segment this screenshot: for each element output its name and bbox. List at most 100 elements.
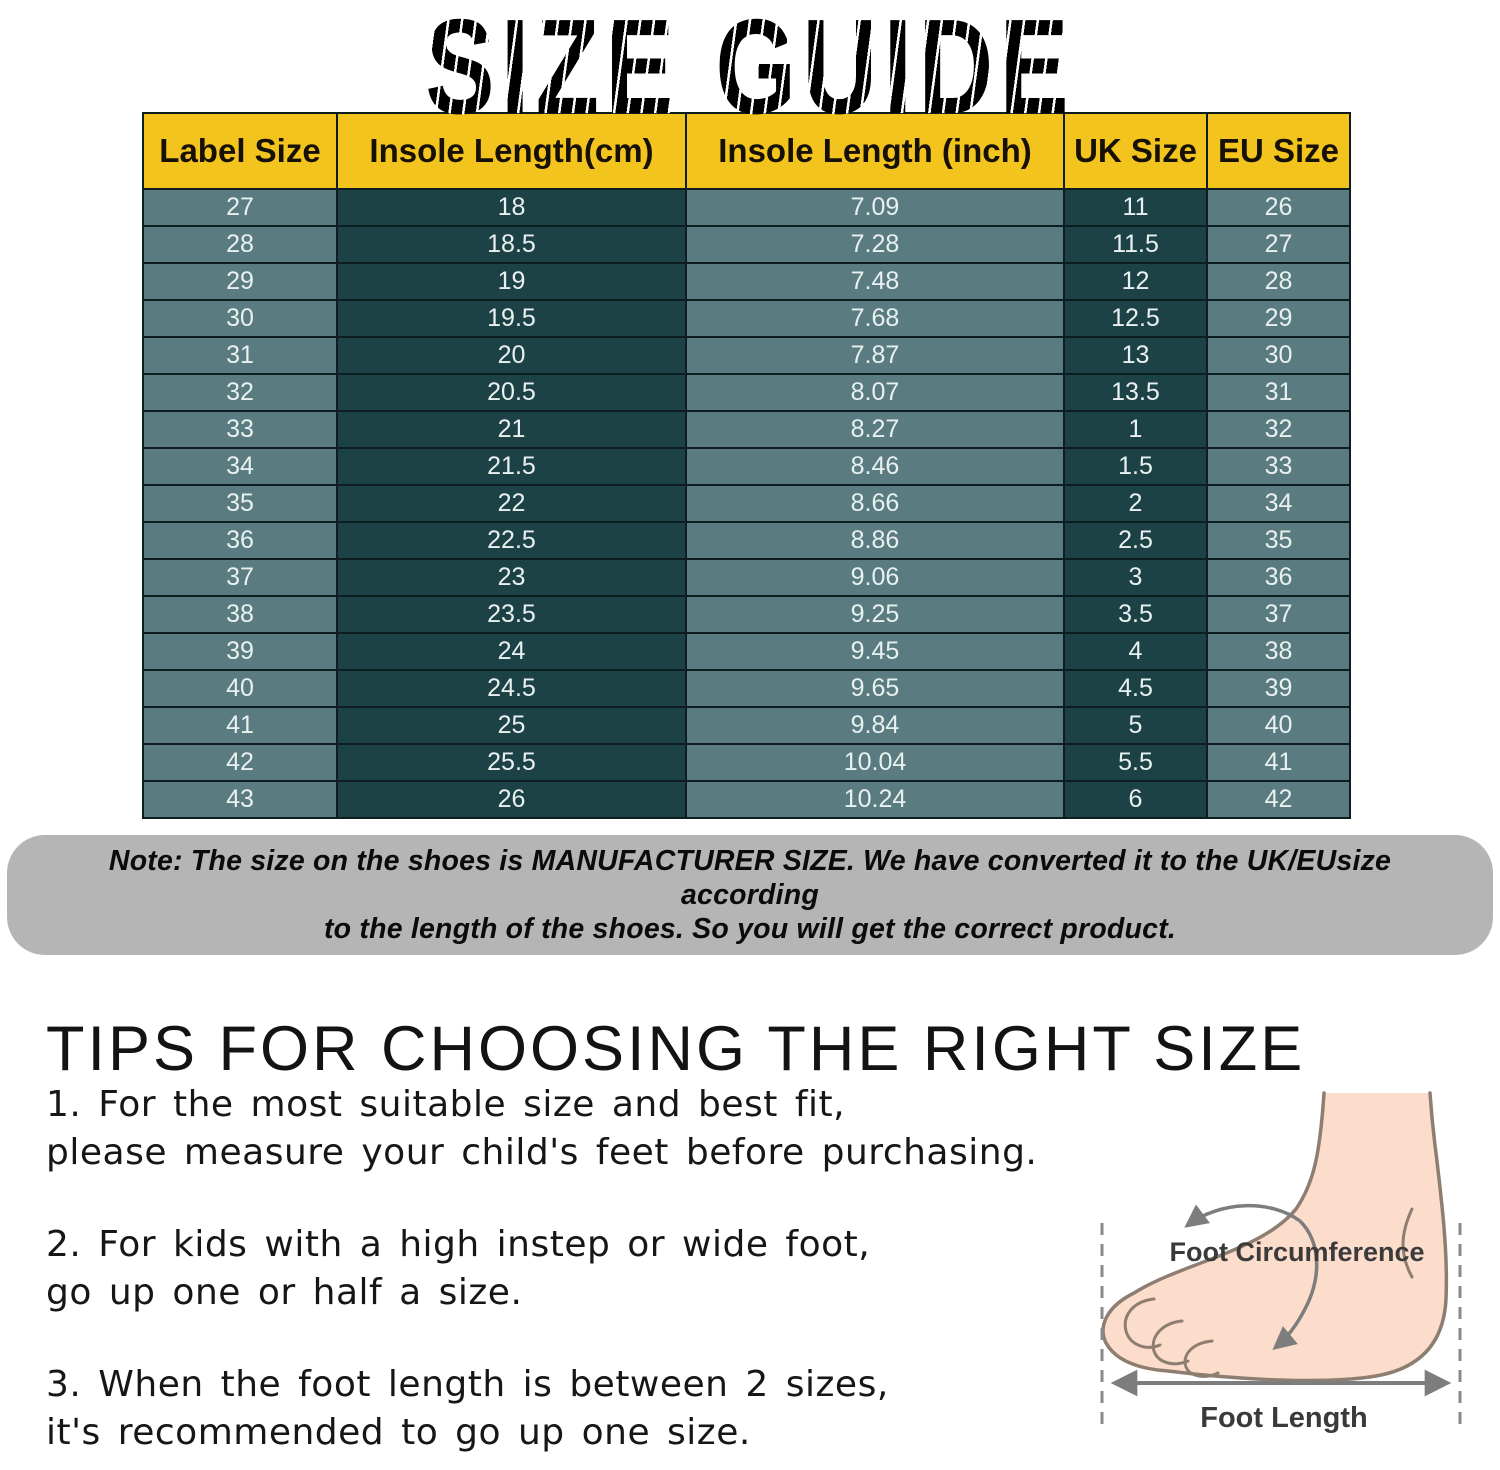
table-cell: 37 xyxy=(142,558,338,597)
foot-circumference-arrows xyxy=(1184,1204,1319,1350)
table-cell: 42 xyxy=(142,743,338,782)
tip-3-line-1: 3. When the foot length is between 2 siz… xyxy=(46,1364,889,1405)
table-cell: 8.46 xyxy=(685,447,1065,486)
table-cell: 3.5 xyxy=(1063,595,1208,634)
table-cell: 3 xyxy=(1063,558,1208,597)
table-cell: 41 xyxy=(142,706,338,745)
table-cell: 27 xyxy=(142,188,338,227)
tip-2-line-1: 2. For kids with a high instep or wide f… xyxy=(46,1224,871,1265)
table-cell: 5 xyxy=(1063,706,1208,745)
table-cell: 10.04 xyxy=(685,743,1065,782)
table-cell: 2 xyxy=(1063,484,1208,523)
table-cell: 24.5 xyxy=(336,669,687,708)
table-cell: 1 xyxy=(1063,410,1208,449)
table-row: 37 23 9.06 3 36 xyxy=(142,558,1351,597)
table-cell: 38 xyxy=(1206,632,1351,671)
toe-crease-1 xyxy=(1123,1297,1162,1349)
table-cell: 27 xyxy=(1206,225,1351,264)
tip-1-line-1: 1. For the most suitable size and best f… xyxy=(46,1084,846,1125)
table-cell: 9.06 xyxy=(685,558,1065,597)
table-cell: 42 xyxy=(1206,780,1351,819)
table-cell: 40 xyxy=(142,669,338,708)
table-cell: 4 xyxy=(1063,632,1208,671)
table-cell: 33 xyxy=(1206,447,1351,486)
table-cell: 34 xyxy=(1206,484,1351,523)
table-row: 43 26 10.24 6 42 xyxy=(142,780,1351,819)
toe-crease-2 xyxy=(1151,1319,1190,1366)
table-cell: 21.5 xyxy=(336,447,687,486)
table-cell: 32 xyxy=(1206,410,1351,449)
table-cell: 11 xyxy=(1063,188,1208,227)
table-row: 31 20 7.87 13 30 xyxy=(142,336,1351,375)
table-cell: 29 xyxy=(1206,299,1351,338)
table-cell: 7.68 xyxy=(685,299,1065,338)
tip-3-line-2: it's recommended to go up one size. xyxy=(46,1412,751,1453)
table-cell: 30 xyxy=(142,299,338,338)
table-cell: 38 xyxy=(142,595,338,634)
table-row: 28 18.5 7.28 11.5 27 xyxy=(142,225,1351,264)
table-cell: 23.5 xyxy=(336,595,687,634)
table-cell: 35 xyxy=(142,484,338,523)
table-cell: 43 xyxy=(142,780,338,819)
table-row: 41 25 9.84 5 40 xyxy=(142,706,1351,745)
tip-1: 1. For the most suitable size and best f… xyxy=(46,1081,1500,1177)
table-cell: 29 xyxy=(142,262,338,301)
table-cell: 2.5 xyxy=(1063,521,1208,560)
note-line-1: Note: The size on the shoes is MANUFACTU… xyxy=(108,845,1392,911)
table-cell: 10.24 xyxy=(685,780,1065,819)
table-cell: 39 xyxy=(142,632,338,671)
table-cell: 36 xyxy=(1206,558,1351,597)
table-row: 29 19 7.48 12 28 xyxy=(142,262,1351,301)
table-row: 35 22 8.66 2 34 xyxy=(142,484,1351,523)
table-row: 34 21.5 8.46 1.5 33 xyxy=(142,447,1351,486)
table-cell: 24 xyxy=(336,632,687,671)
table-cell: 1.5 xyxy=(1063,447,1208,486)
table-row: 27 18 7.09 11 26 xyxy=(142,188,1351,227)
tips-section: TIPS FOR CHOOSING THE RIGHT SIZE 1. For … xyxy=(0,1017,1500,1457)
size-table-body: 27 18 7.09 11 26 28 18.5 7.28 11.5 27 29 19 7.48 12 28… xyxy=(142,188,1351,819)
table-cell: 33 xyxy=(142,410,338,449)
column-header-insole-inch: Insole Length (inch) xyxy=(685,112,1065,190)
table-cell: 26 xyxy=(336,780,687,819)
table-cell: 7.48 xyxy=(685,262,1065,301)
table-cell: 11.5 xyxy=(1063,225,1208,264)
table-cell: 28 xyxy=(142,225,338,264)
table-cell: 19.5 xyxy=(336,299,687,338)
table-cell: 7.87 xyxy=(685,336,1065,375)
note-line-2: to the length of the shoes. So you will … xyxy=(323,913,1177,945)
table-cell: 21 xyxy=(336,410,687,449)
tip-2-line-2: go up one or half a size. xyxy=(46,1272,523,1313)
table-cell: 22 xyxy=(336,484,687,523)
note-banner: Note: The size on the shoes is MANUFACTU… xyxy=(7,835,1493,955)
table-cell: 9.65 xyxy=(685,669,1065,708)
page-title-text: SIZE GUIDE xyxy=(425,0,1075,144)
table-cell: 39 xyxy=(1206,669,1351,708)
table-row: 42 25.5 10.04 5.5 41 xyxy=(142,743,1351,782)
table-row: 39 24 9.45 4 38 xyxy=(142,632,1351,671)
ankle-crease xyxy=(1401,1207,1414,1279)
size-table-header: Label Size Insole Length(cm) Insole Leng… xyxy=(142,112,1351,190)
table-cell: 32 xyxy=(142,373,338,412)
table-cell: 18.5 xyxy=(336,225,687,264)
table-cell: 8.86 xyxy=(685,521,1065,560)
table-cell: 18 xyxy=(336,188,687,227)
table-cell: 28 xyxy=(1206,262,1351,301)
table-row: 33 21 8.27 1 32 xyxy=(142,410,1351,449)
table-cell: 30 xyxy=(1206,336,1351,375)
tip-2: 2. For kids with a high instep or wide f… xyxy=(46,1221,1500,1317)
table-row: 40 24.5 9.65 4.5 39 xyxy=(142,669,1351,708)
table-cell: 19 xyxy=(336,262,687,301)
tip-1-line-2: please measure your child's feet before … xyxy=(46,1132,1038,1173)
header-row: Label Size Insole Length(cm) Insole Leng… xyxy=(142,112,1351,190)
table-cell: 6 xyxy=(1063,780,1208,819)
table-row: 38 23.5 9.25 3.5 37 xyxy=(142,595,1351,634)
table-row: 32 20.5 8.07 13.5 31 xyxy=(142,373,1351,412)
table-cell: 8.66 xyxy=(685,484,1065,523)
table-row: 36 22.5 8.86 2.5 35 xyxy=(142,521,1351,560)
table-cell: 8.07 xyxy=(685,373,1065,412)
foot-length-label: Foot Length xyxy=(1200,1402,1368,1434)
tip-3: 3. When the foot length is between 2 siz… xyxy=(46,1361,1500,1457)
table-cell: 36 xyxy=(142,521,338,560)
table-cell: 9.84 xyxy=(685,706,1065,745)
table-cell: 31 xyxy=(1206,373,1351,412)
